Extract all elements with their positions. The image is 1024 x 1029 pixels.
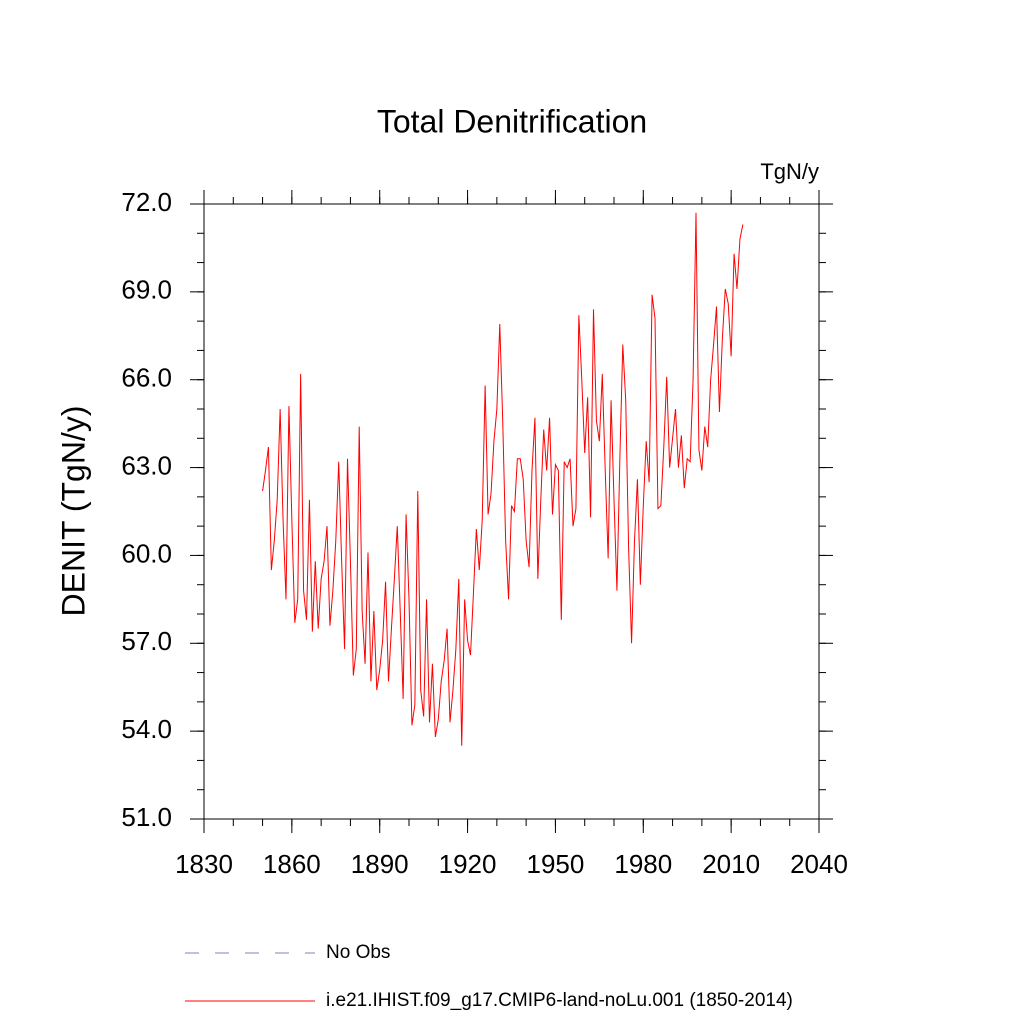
legend-label: No Obs — [326, 942, 390, 963]
chart-title: Total Denitrification — [377, 103, 647, 139]
x-tick-label: 1920 — [439, 849, 497, 879]
x-tick-label: 1950 — [527, 849, 585, 879]
x-tick-label: 1890 — [351, 849, 409, 879]
y-tick-label: 63.0 — [121, 450, 172, 480]
y-tick-label: 54.0 — [121, 714, 172, 744]
x-tick-label: 2040 — [790, 849, 848, 879]
y-tick-label: 72.0 — [121, 187, 172, 217]
y-tick-label: 60.0 — [121, 538, 172, 568]
y-tick-label: 69.0 — [121, 275, 172, 305]
x-tick-label: 1980 — [614, 849, 672, 879]
y-axis-label: DENIT (TgN/y) — [55, 406, 91, 617]
y-tick-label: 66.0 — [121, 363, 172, 393]
units-label: TgN/y — [760, 159, 819, 184]
data-line — [262, 212, 744, 746]
y-tick-label: 51.0 — [121, 802, 172, 832]
x-tick-label: 2010 — [702, 849, 760, 879]
x-tick-label: 1860 — [263, 849, 321, 879]
plot-frame — [203, 203, 820, 820]
y-tick-label: 57.0 — [121, 626, 172, 656]
x-tick-label: 1830 — [175, 849, 233, 879]
legend-label: i.e21.IHIST.f09_g17.CMIP6-land-noLu.001 … — [326, 990, 793, 1011]
